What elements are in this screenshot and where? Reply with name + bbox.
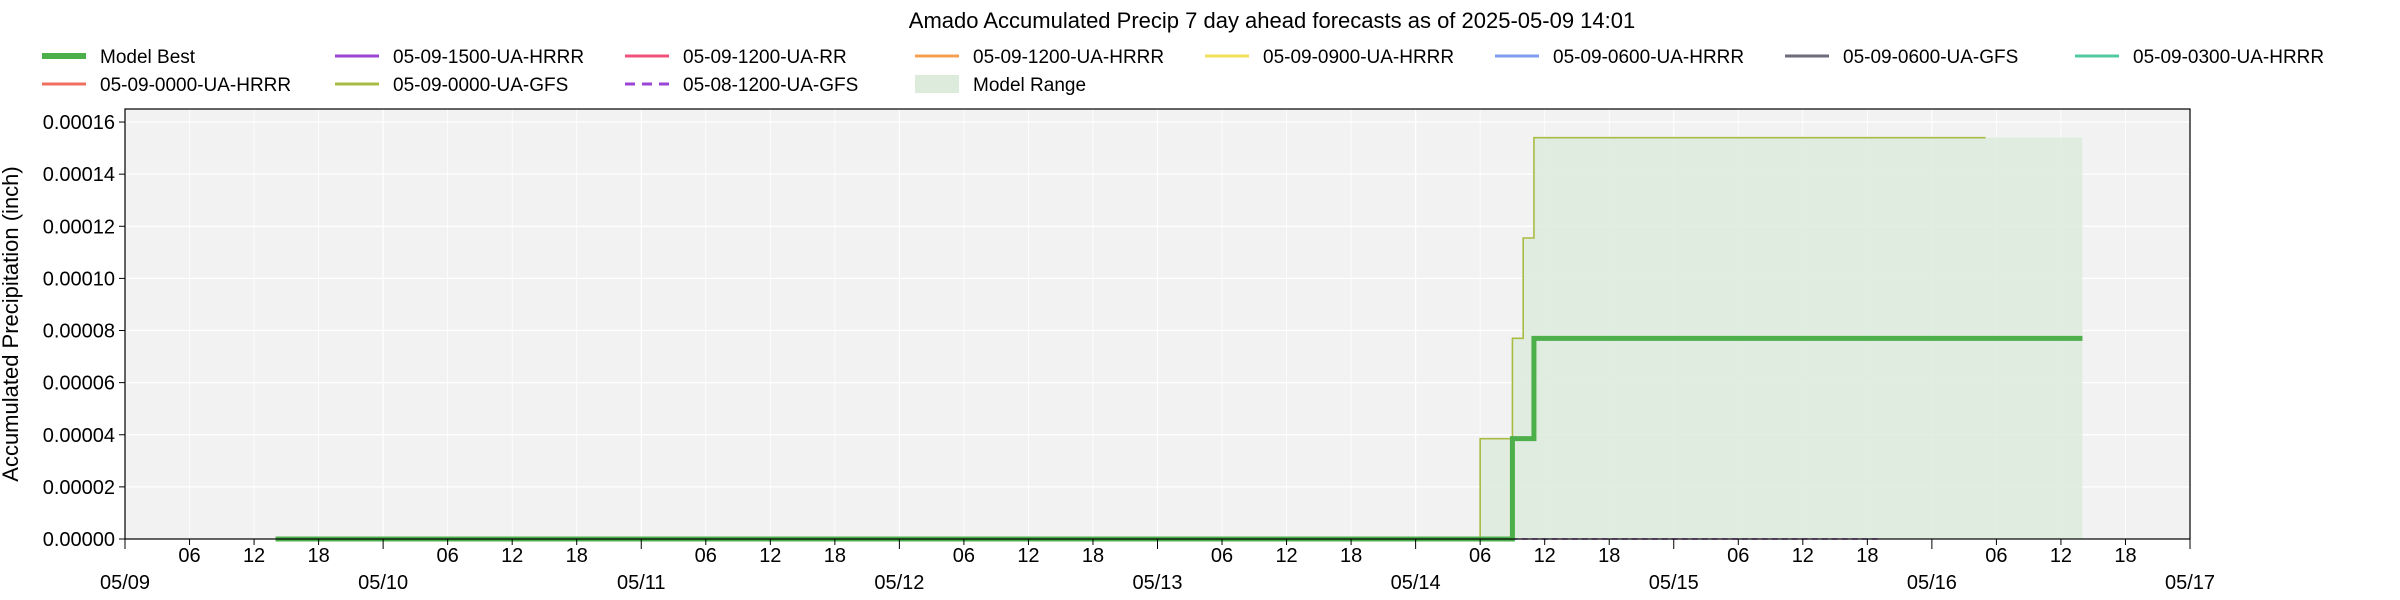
- x-major-tick-label: 05/17: [2165, 572, 2215, 594]
- x-minor-tick-label: 12: [501, 545, 523, 567]
- x-minor-tick-label: 06: [178, 545, 200, 567]
- x-major-tick-label: 05/11: [617, 572, 666, 594]
- grid: [125, 109, 2190, 539]
- legend-label: 05-09-1200-UA-RR: [683, 47, 847, 68]
- x-minor-tick-label: 06: [1469, 545, 1491, 567]
- x-minor-tick-label: 12: [759, 545, 781, 567]
- legend-label: 05-09-1500-UA-HRRR: [393, 47, 584, 68]
- x-major-tick-label: 05/10: [358, 572, 408, 594]
- y-tick-label: 0.00010: [43, 268, 115, 290]
- y-tick-label: 0.00008: [43, 321, 115, 343]
- x-major-tick-label: 05/09: [100, 572, 150, 594]
- x-minor-tick-label: 18: [1598, 545, 1620, 567]
- x-minor-tick-label: 18: [566, 545, 588, 567]
- y-tick-label: 0.00004: [43, 425, 115, 447]
- legend-label: Model Best: [100, 47, 196, 68]
- x-minor-tick-label: 18: [1082, 545, 1104, 567]
- x-minor-tick-label: 12: [243, 545, 265, 567]
- x-minor-tick-label: 06: [695, 545, 717, 567]
- x-minor-tick-label: 12: [1792, 545, 1814, 567]
- x-minor-tick-label: 12: [1275, 545, 1297, 567]
- y-tick-label: 0.00000: [43, 529, 115, 551]
- x-minor-tick-label: 06: [1985, 545, 2007, 567]
- x-minor-tick-label: 12: [2050, 545, 2072, 567]
- legend-label: 05-09-1200-UA-HRRR: [973, 47, 1164, 68]
- x-minor-tick-label: 06: [953, 545, 975, 567]
- legend-label: 05-08-1200-UA-GFS: [683, 75, 858, 96]
- x-major-tick-label: 05/13: [1132, 572, 1182, 594]
- x-minor-tick-label: 18: [2114, 545, 2136, 567]
- y-tick-label: 0.00014: [43, 164, 115, 186]
- legend-label: 05-09-0600-UA-HRRR: [1553, 47, 1744, 68]
- x-minor-tick-label: 18: [1340, 545, 1362, 567]
- x-minor-tick-label: 18: [824, 545, 846, 567]
- x-minor-tick-label: 18: [1856, 545, 1878, 567]
- x-minor-tick-label: 06: [437, 545, 459, 567]
- x-major-tick-label: 05/16: [1907, 572, 1957, 594]
- y-tick-label: 0.00006: [43, 373, 115, 395]
- legend-label: 05-09-0000-UA-GFS: [393, 75, 568, 96]
- x-major-tick-label: 05/15: [1649, 572, 1699, 594]
- x-minor-tick-label: 12: [1017, 545, 1039, 567]
- y-axis-label: Accumulated Precipitation (inch): [0, 166, 23, 481]
- legend: Model Best 05-09-1500-UA-HRRR 05-09-1200-U…: [42, 47, 2324, 96]
- legend-label: 05-09-0300-UA-HRRR: [2133, 47, 2324, 68]
- series-line-05-09-0000-UA-GFS: [275, 136, 1986, 540]
- legend-swatch: [915, 75, 959, 93]
- legend-label: 05-09-0000-UA-HRRR: [100, 75, 291, 96]
- x-minor-tick-label: 12: [1534, 545, 1556, 567]
- legend-label: 05-09-0600-UA-GFS: [1843, 47, 2018, 68]
- x-minor-tick-label: 18: [307, 545, 329, 567]
- x-minor-tick-label: 06: [1727, 545, 1749, 567]
- legend-label: 05-09-0900-UA-HRRR: [1263, 47, 1454, 68]
- axes: 0.00000 0.00002 0.00004 0.00006 0.00008 0.000…: [43, 112, 2215, 594]
- y-tick-label: 0.00002: [43, 477, 115, 499]
- x-minor-tick-label: 06: [1211, 545, 1233, 567]
- y-tick-label: 0.00012: [43, 216, 115, 238]
- chart-title: Amado Accumulated Precip 7 day ahead for…: [909, 8, 1635, 33]
- y-tick-label: 0.00016: [43, 112, 115, 134]
- x-major-tick-label: 05/12: [874, 572, 924, 594]
- legend-label: Model Range: [973, 75, 1086, 96]
- x-major-tick-label: 05/14: [1391, 572, 1441, 594]
